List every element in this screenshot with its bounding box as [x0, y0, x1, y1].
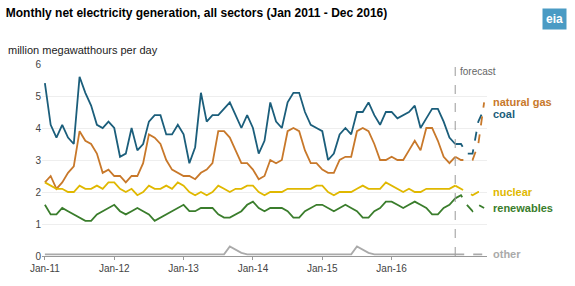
svg-text:2: 2 [35, 187, 41, 198]
svg-text:renewables: renewables [493, 202, 553, 214]
svg-text:3: 3 [35, 155, 41, 166]
svg-text:4: 4 [35, 123, 41, 134]
svg-text:coal: coal [493, 108, 515, 120]
svg-text:other: other [493, 248, 521, 260]
svg-text:eia: eia [546, 12, 563, 26]
svg-text:Monthly net electricity genera: Monthly net electricity generation, all … [6, 6, 387, 20]
svg-text:5: 5 [35, 91, 41, 102]
svg-text:Jan-12: Jan-12 [99, 263, 130, 274]
svg-text:Jan-15: Jan-15 [307, 263, 338, 274]
svg-text:million megawatthours per day: million megawatthours per day [8, 44, 158, 56]
svg-text:forecast: forecast [460, 66, 496, 77]
svg-text:nuclear: nuclear [493, 186, 533, 198]
svg-text:0: 0 [35, 251, 41, 262]
svg-text:natural gas: natural gas [493, 96, 552, 108]
svg-text:Jan-14: Jan-14 [238, 263, 269, 274]
svg-text:1: 1 [35, 219, 41, 230]
svg-text:Jan-11: Jan-11 [30, 263, 60, 274]
svg-text:Jan-13: Jan-13 [168, 263, 199, 274]
svg-text:Jan-16: Jan-16 [376, 263, 407, 274]
svg-text:6: 6 [35, 59, 41, 70]
